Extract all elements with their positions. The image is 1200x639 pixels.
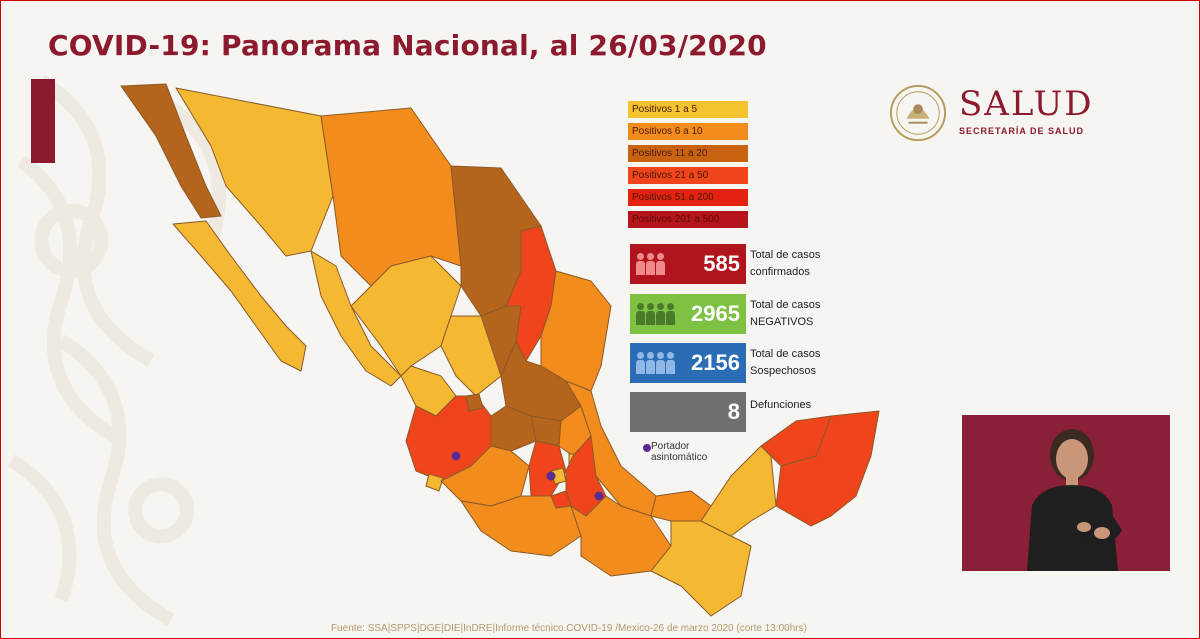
- suspected-count: 2156: [691, 350, 740, 375]
- confirmed-count: 585: [703, 251, 740, 276]
- legend-item: Positivos 11 a 20: [628, 145, 748, 162]
- state-chiapas: [650, 520, 752, 617]
- background-pattern: [7, 75, 227, 627]
- mexico-map: [120, 83, 880, 617]
- confirmed-label-line2: confirmados: [750, 266, 810, 278]
- state-baja-california: [120, 83, 222, 219]
- suspected-label-line1: Total de casos: [750, 348, 821, 360]
- legend-item: Positivos 6 a 10: [628, 123, 748, 140]
- state-chihuahua: [320, 107, 462, 287]
- people-icon: [636, 253, 665, 275]
- state-nuevo-leon-west: [480, 305, 522, 377]
- stat-negative: 2965 Total de casos NEGATIVOS: [630, 294, 850, 334]
- state-guerrero: [460, 495, 582, 557]
- state-aguascalientes: [465, 393, 484, 412]
- interpreter-figure: [1027, 429, 1122, 571]
- asymptomatic-label-line2: asintomático: [651, 452, 708, 463]
- negative-label-line2: NEGATIVOS: [750, 316, 814, 328]
- state-baja-california-sur: [172, 220, 307, 372]
- interpreter-video: [962, 415, 1170, 571]
- state-quintana-roo: [775, 410, 880, 527]
- source-footer: Fuente: SSA|SPPS|DGE|DIE|InDRE|Informe t…: [331, 623, 807, 634]
- deaths-count: 8: [727, 399, 740, 424]
- asymptomatic-label-line1: Portador: [651, 441, 690, 452]
- logo-name: SALUD: [959, 84, 1094, 124]
- logo-subtitle: SECRETARÍA DE SALUD: [959, 126, 1085, 136]
- page-title: COVID-19: Panorama Nacional, al 26/03/20…: [48, 29, 767, 62]
- salud-logo: SALUD SECRETARÍA DE SALUD: [889, 84, 1119, 144]
- asymptomatic-dot-puebla: [594, 491, 604, 501]
- stat-deaths: 8 Defunciones: [630, 392, 850, 432]
- legend-item: Positivos 1 a 5: [628, 101, 748, 118]
- deaths-label: Defunciones: [750, 399, 812, 411]
- asymptomatic-dot-jalisco: [451, 451, 461, 461]
- asymptomatic-dot-mexico: [546, 471, 556, 481]
- stat-confirmed: 585 Total de casos confirmados: [630, 244, 850, 284]
- legend-item: Positivos 21 a 50: [628, 167, 748, 184]
- negative-count: 2965: [691, 301, 740, 326]
- stat-suspected: 2156 Total de casos Sospechosos: [630, 343, 850, 383]
- people-icon: [636, 352, 675, 374]
- state-sinaloa: [310, 250, 402, 387]
- state-campeche: [700, 445, 777, 537]
- negative-label-line1: Total de casos: [750, 299, 821, 311]
- legend-item: Positivos 201 a 500: [628, 211, 748, 228]
- state-colima: [425, 473, 444, 492]
- legend: Positivos 1 a 5 Positivos 6 a 10 Positiv…: [628, 101, 748, 233]
- confirmed-label-line1: Total de casos: [750, 249, 821, 261]
- accent-bar: [31, 79, 55, 163]
- asymptomatic-legend: Portador asintomático: [643, 441, 708, 463]
- asymptomatic-dot-icon: [643, 444, 651, 452]
- legend-item: Positivos 51 a 200: [628, 189, 748, 206]
- state-tabasco: [650, 490, 712, 522]
- suspected-label-line2: Sospechosos: [750, 365, 817, 377]
- group-icon: [636, 303, 675, 325]
- seal-icon: [889, 84, 947, 142]
